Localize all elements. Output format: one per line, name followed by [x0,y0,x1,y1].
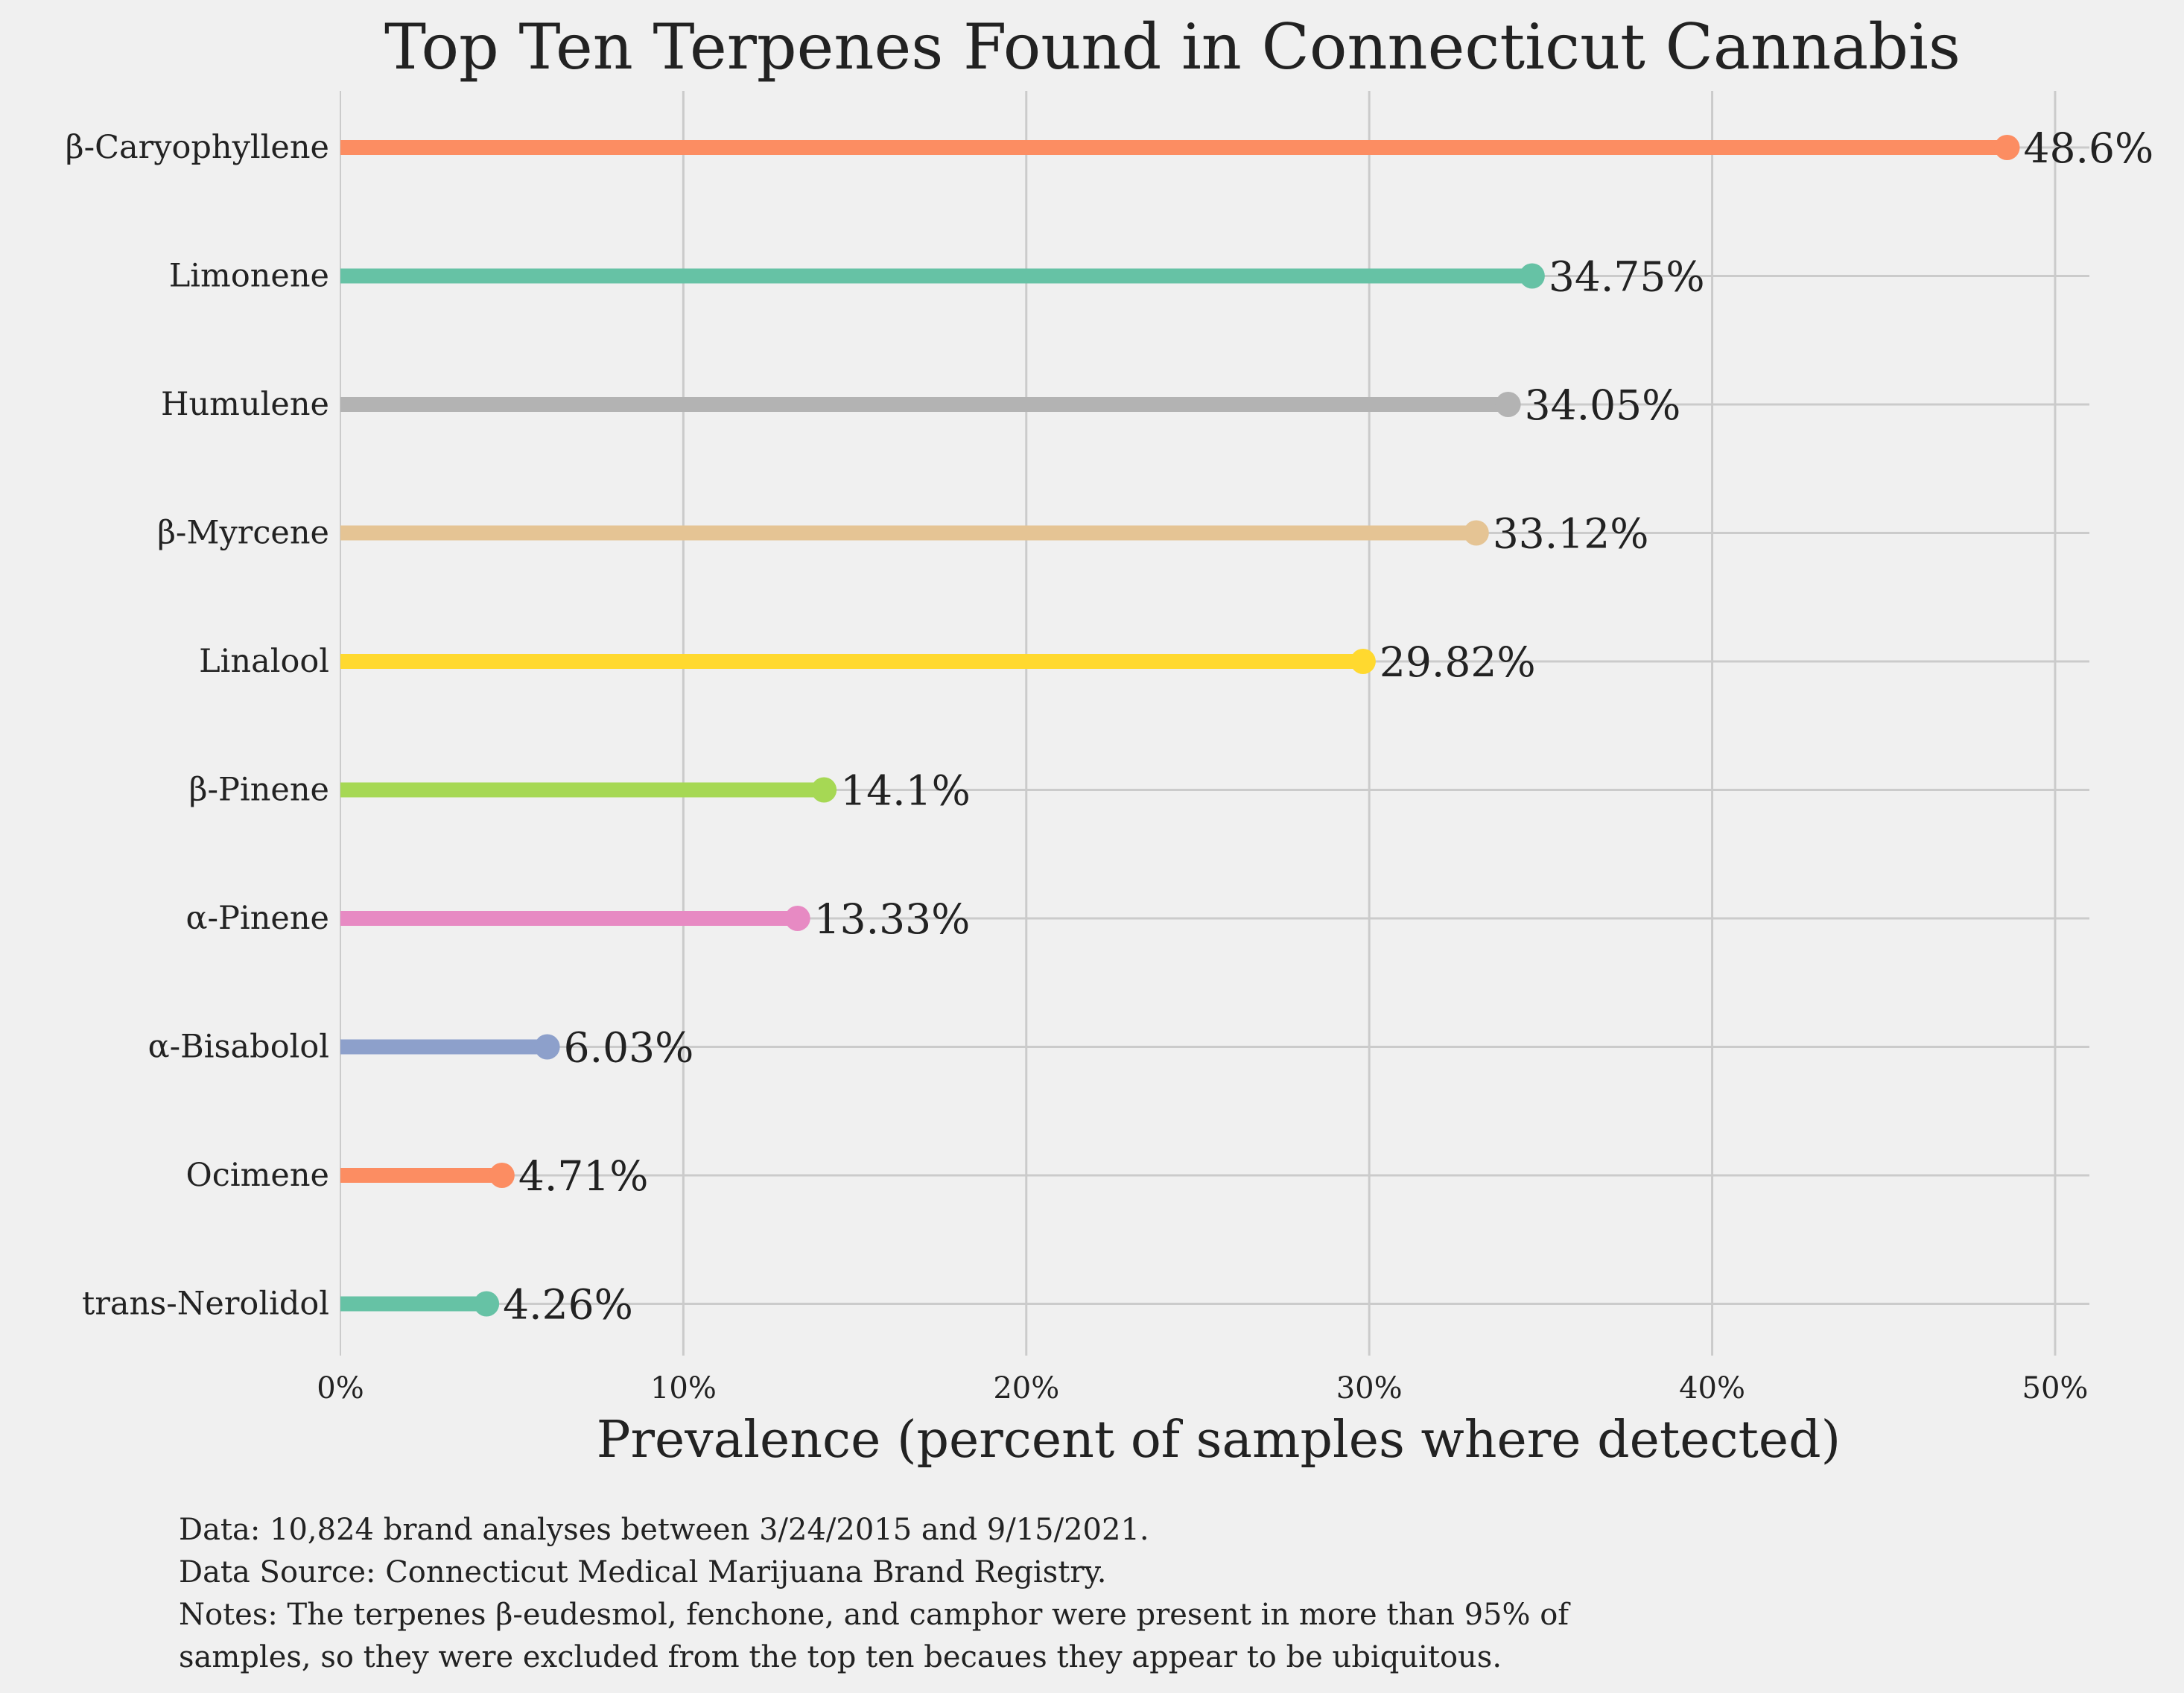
category-label: trans-Nerolidol [82,1286,329,1323]
lollipop-dot [1495,392,1521,417]
value-label: 29.82% [1380,638,1536,686]
x-tick-label: 30% [1336,1371,1403,1405]
x-tick-label: 50% [2022,1371,2089,1405]
category-label: Humulene [161,386,329,423]
category-label: Limonene [169,258,329,295]
category-label: Ocimene [186,1157,329,1194]
lollipop-dot [811,777,837,803]
value-label: 34.75% [1549,253,1705,301]
value-label: 33.12% [1493,510,1649,558]
labels-layer: 0% 10% 20% 30% 40% 50% β-Caryophyllene 48.6% Lim… [66,124,2154,1405]
value-label: 4.26% [503,1281,633,1329]
value-label: 6.03% [564,1024,694,1072]
value-label: 48.6% [2024,124,2154,172]
lollipop-dot [1519,263,1545,289]
lollipop-dot [534,1034,560,1060]
note-line-data: Data: 10,824 brand analyses between 3/24… [179,1513,1149,1547]
note-line-notes: Notes: The terpenes β-eudesmol, fenchone… [179,1598,1569,1632]
lollipop-dot [1994,135,2020,160]
lollipop-dot [489,1163,515,1188]
category-label: β-Pinene [189,772,329,809]
chart-title: Top Ten Terpenes Found in Connecticut Ca… [384,10,1961,83]
category-label: Linalool [199,643,329,680]
x-tick-label: 20% [993,1371,1059,1405]
note-line-source: Data Source: Connecticut Medical Marijua… [179,1555,1107,1589]
lollipop-dot [784,906,810,931]
x-axis-label: Prevalence (percent of samples where det… [597,1411,1841,1470]
x-tick-label: 10% [650,1371,717,1405]
value-label: 34.05% [1525,381,1681,429]
category-label: α-Bisabolol [148,1029,329,1066]
lollipop-dot [1350,649,1376,674]
value-label: 4.71% [518,1152,649,1200]
value-label: 14.1% [840,767,971,815]
category-label: β-Myrcene [157,515,329,552]
lollipop-dot [474,1291,500,1317]
x-tick-label: 40% [1679,1371,1745,1405]
marks-layer [340,135,2020,1317]
lollipop-dot [1463,520,1489,546]
chart-notes: Data: 10,824 brand analyses between 3/24… [179,1509,1569,1679]
note-line-notes-continued: samples, so they were excluded from the … [179,1640,1502,1674]
value-label: 13.33% [814,895,971,943]
category-label: α-Pinene [185,900,329,937]
category-label: β-Caryophyllene [66,129,329,166]
x-tick-label: 0% [317,1371,364,1405]
